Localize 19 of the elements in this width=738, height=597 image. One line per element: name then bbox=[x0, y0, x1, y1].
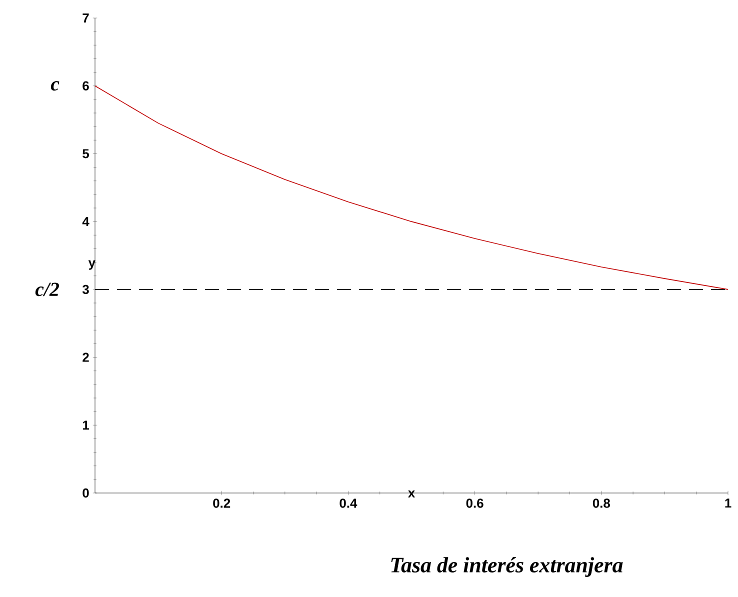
y-tick-label: 7 bbox=[82, 14, 89, 22]
y-tick-label: 3 bbox=[82, 284, 89, 294]
y-tick-label: 5 bbox=[82, 149, 89, 158]
annotation: c bbox=[50, 81, 60, 91]
x-tick-label: 0.8 bbox=[592, 498, 610, 508]
y-tick-label: 4 bbox=[82, 217, 90, 226]
y-tick-label: 0 bbox=[82, 488, 89, 498]
x-tick-label: 1 bbox=[725, 498, 732, 508]
y-tick-label: 6 bbox=[82, 81, 89, 90]
line-series bbox=[94, 85, 728, 290]
x-tick-label: 0.4 bbox=[340, 498, 358, 508]
ref-line-label: c/2 bbox=[35, 282, 60, 296]
x-axis-title: x bbox=[408, 490, 416, 498]
y-axis-title: y bbox=[88, 260, 96, 270]
x-tick-label: 0.6 bbox=[466, 498, 484, 508]
text: Tasa de interés extranjera bbox=[391, 557, 623, 577]
y-tick-label: 2 bbox=[82, 352, 89, 362]
y-tick-label: 1 bbox=[82, 420, 89, 430]
x-tick-label: 0.2 bbox=[213, 498, 230, 508]
